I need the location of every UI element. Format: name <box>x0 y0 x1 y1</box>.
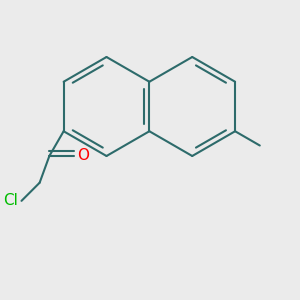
Text: O: O <box>77 148 89 164</box>
Text: Cl: Cl <box>4 194 19 208</box>
